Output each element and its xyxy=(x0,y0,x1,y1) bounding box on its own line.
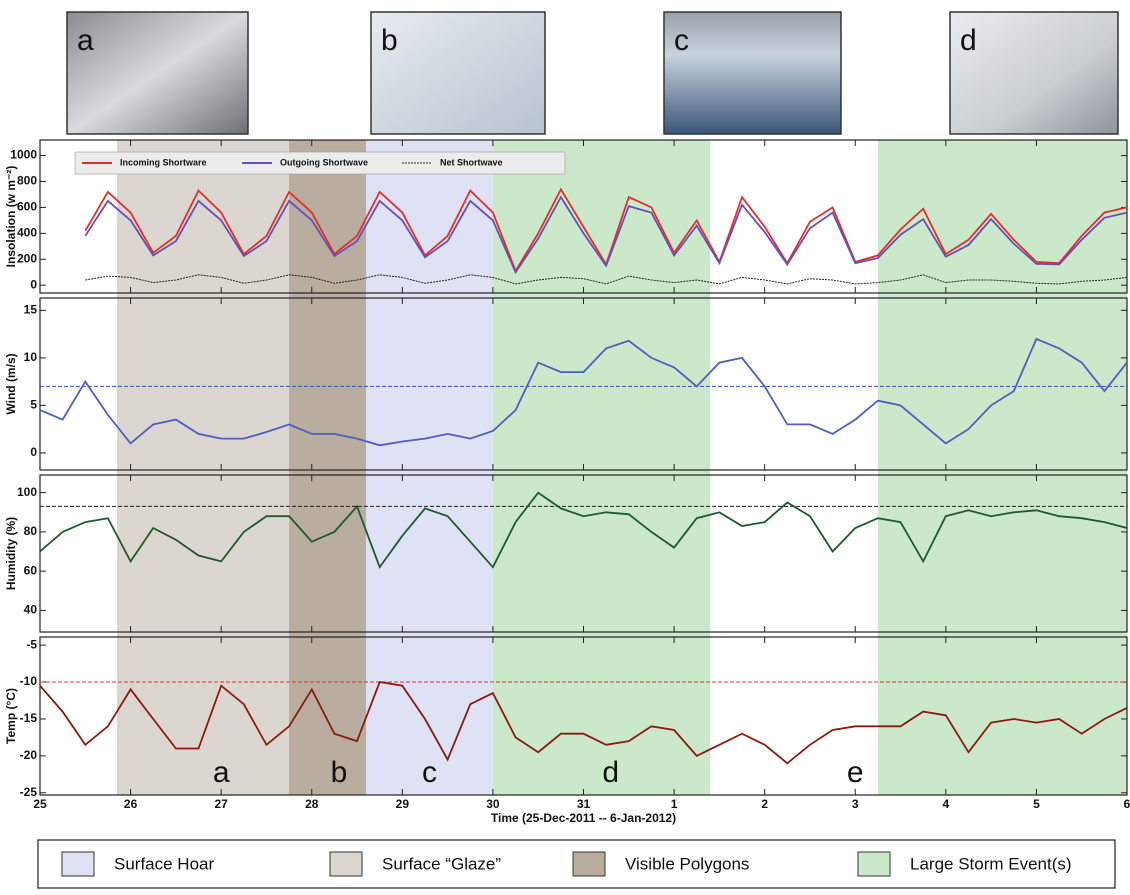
x-tick-label: 6 xyxy=(1124,797,1130,811)
y-tick-label: 10 xyxy=(24,350,38,364)
photo xyxy=(370,11,546,135)
x-tick-label: 28 xyxy=(305,797,319,811)
legend-swatch xyxy=(857,851,891,877)
x-tick-label: 31 xyxy=(577,797,591,811)
x-tick-label: 2 xyxy=(761,797,768,811)
legend-label: Visible Polygons xyxy=(625,854,749,873)
x-tick-label: 3 xyxy=(852,797,859,811)
y-tick-label: 0 xyxy=(30,277,37,291)
y-tick-label: 600 xyxy=(17,200,37,214)
photo xyxy=(66,11,249,135)
legend-swatch xyxy=(61,851,95,877)
legend-label: Large Storm Event(s) xyxy=(910,854,1072,873)
legend-label: Incoming Shortware xyxy=(120,157,207,167)
x-tick-label: 1 xyxy=(671,797,678,811)
series-line xyxy=(84,195,1128,275)
legend-label: Outgoing Shortwave xyxy=(280,157,368,167)
shaded-period xyxy=(366,140,493,795)
x-tick-label: 27 xyxy=(214,797,228,811)
legend-swatch xyxy=(572,851,606,877)
annotation: c xyxy=(422,756,437,789)
series-line xyxy=(85,274,1128,285)
y-tick-label: 0 xyxy=(30,445,37,459)
photo xyxy=(949,11,1119,135)
y-tick-label: 15 xyxy=(24,303,38,317)
y-tick-label: -10 xyxy=(20,674,38,688)
legend-swatch xyxy=(329,851,363,877)
photo-label: b xyxy=(381,24,398,57)
x-tick-label: 25 xyxy=(33,797,47,811)
annotation: d xyxy=(602,756,619,789)
annotation: a xyxy=(213,756,230,789)
panel: 0 200 400 600 800 1000 Insolation (w m⁻²) Incom… xyxy=(4,139,1128,294)
shaded-periods xyxy=(116,140,1127,795)
shaded-period xyxy=(492,140,711,795)
legend-label: Surface “Glaze” xyxy=(382,854,501,873)
photos: a b c d xyxy=(66,11,1119,135)
x-tick-label: 29 xyxy=(396,797,410,811)
y-tick-label: 5 xyxy=(30,398,37,412)
panel: -25 -20 -15 -10 -5 Temp (°C) 25 26 27 28 29 30 31 1 2 3… xyxy=(4,636,1130,825)
photo xyxy=(663,11,842,135)
y-axis-title: Wind (m/s) xyxy=(4,353,18,414)
y-tick-label: -25 xyxy=(20,785,38,799)
annotation: e xyxy=(847,756,864,789)
y-tick-label: 1000 xyxy=(10,148,37,162)
photo-label: c xyxy=(674,24,689,57)
y-axis-title: Insolation (w m⁻²) xyxy=(4,166,18,268)
annotation: b xyxy=(331,756,348,789)
series-line xyxy=(39,337,1128,447)
legend-label: Net Shortwave xyxy=(440,157,503,167)
y-tick-label: -20 xyxy=(20,748,38,762)
y-tick-label: 60 xyxy=(24,563,38,577)
x-axis-title: Time (25-Dec-2011 -- 6-Jan-2012) xyxy=(491,811,676,825)
y-tick-label: 800 xyxy=(17,174,37,188)
legend-label: Surface Hoar xyxy=(114,854,214,873)
panel: 0 5 10 15 Wind (m/s) xyxy=(4,297,1128,471)
panel: 40 60 80 100 Humidity (%) xyxy=(4,474,1128,633)
y-axis-title: Temp (°C) xyxy=(4,688,18,744)
series-line xyxy=(39,680,1128,765)
series-legend-box xyxy=(74,151,566,175)
photo-label: d xyxy=(960,24,977,57)
y-tick-label: -5 xyxy=(26,637,37,651)
series-line xyxy=(39,491,1128,570)
x-tick-label: 4 xyxy=(942,797,949,811)
shaded-period xyxy=(877,140,1127,795)
y-axis-title: Humidity (%) xyxy=(4,517,18,590)
x-tick-label: 26 xyxy=(124,797,138,811)
y-tick-label: 200 xyxy=(17,251,37,265)
y-tick-label: 100 xyxy=(17,485,37,499)
y-tick-label: 80 xyxy=(24,524,38,538)
legend: Surface Hoar Surface “Glaze” Visible Polyg… xyxy=(61,851,1072,877)
y-tick-label: 40 xyxy=(24,603,38,617)
shaded-period xyxy=(289,140,367,795)
x-tick-label: 5 xyxy=(1033,797,1040,811)
y-tick-label: -15 xyxy=(20,711,38,725)
y-tick-label: 400 xyxy=(17,226,37,240)
photo-label: a xyxy=(77,24,94,57)
x-tick-label: 30 xyxy=(486,797,500,811)
